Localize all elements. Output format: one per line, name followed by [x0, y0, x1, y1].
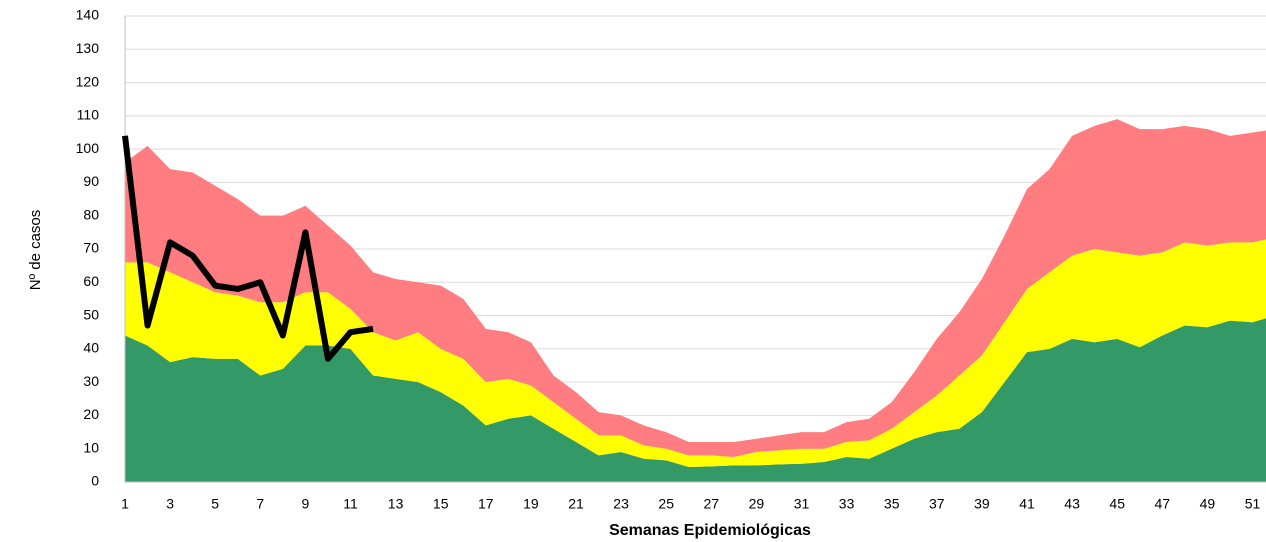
y-axis-label: Nº de casos: [27, 210, 44, 291]
y-tick-label: 120: [76, 73, 100, 89]
y-tick-label: 90: [83, 173, 99, 189]
y-tick-label: 60: [83, 273, 99, 289]
x-tick-label: 33: [839, 496, 855, 512]
x-tick-label: 45: [1109, 496, 1125, 512]
line: [122, 135, 374, 362]
x-tick-label: 11: [343, 496, 358, 512]
area: [125, 239, 1266, 468]
x-tick-label: 17: [478, 496, 494, 512]
y-tick-label: 80: [83, 206, 99, 222]
y-tick-label: 50: [83, 306, 99, 322]
y-tick-label: 100: [76, 140, 100, 156]
y-tick-label: 140: [76, 7, 100, 23]
y-tick-label: 40: [83, 340, 99, 356]
y-tick-label: 20: [83, 406, 99, 422]
x-tick-label: 29: [749, 496, 765, 512]
y-tick-label: 10: [83, 439, 99, 455]
x-tick-label: 19: [523, 496, 539, 512]
x-tick-label: 3: [166, 496, 174, 512]
y-tick-label: 0: [91, 473, 99, 489]
y-tick-label: 110: [77, 107, 100, 123]
x-tick-label: 49: [1200, 496, 1216, 512]
x-tick-label: 7: [256, 496, 264, 512]
x-tick-label: 21: [568, 496, 584, 512]
x-axis-label: Semanas Epidemiológicas: [609, 522, 811, 539]
x-tick-label: 5: [211, 496, 219, 512]
y-tick-label: 30: [83, 373, 99, 389]
x-tick-label: 13: [388, 496, 404, 512]
y-tick-label: 130: [76, 40, 100, 56]
x-tick-label: 37: [929, 496, 945, 512]
x-tick-label: 23: [613, 496, 629, 512]
x-tick-label: 39: [974, 496, 990, 512]
y-tick-label: 70: [83, 240, 99, 256]
x-tick-label: 31: [794, 496, 810, 512]
x-tick-label: 9: [302, 496, 310, 512]
area: [125, 119, 1266, 458]
x-tick-label: 47: [1155, 496, 1171, 512]
x-tick-label: 41: [1019, 496, 1035, 512]
x-tick-label: 15: [433, 496, 449, 512]
x-tick-label: 25: [658, 496, 674, 512]
area: [125, 318, 1266, 482]
x-tick-label: 1: [121, 496, 129, 512]
x-tick-label: 51: [1245, 496, 1261, 512]
x-tick-label: 35: [884, 496, 900, 512]
x-tick-label: 43: [1064, 496, 1080, 512]
x-tick-label: 27: [704, 496, 720, 512]
